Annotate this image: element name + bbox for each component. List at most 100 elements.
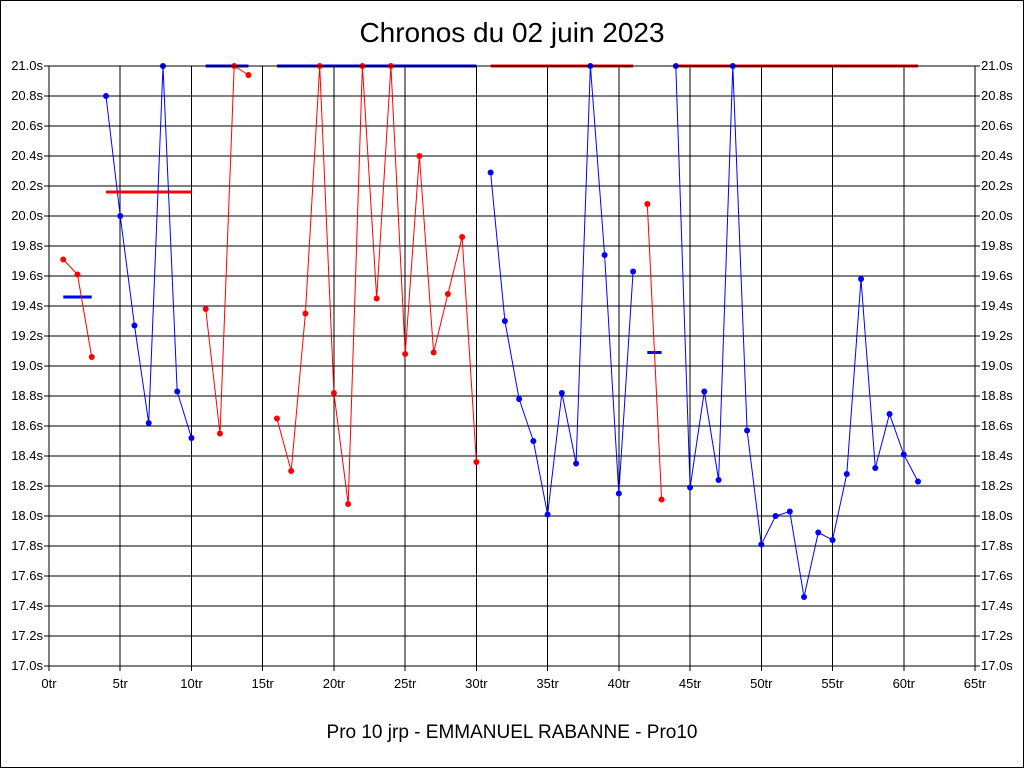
data-point: [772, 513, 779, 519]
y-tick-label-left: 18.2s: [11, 478, 43, 493]
data-point: [701, 388, 708, 395]
series-line: [276, 65, 477, 505]
y-tick-label-left: 19.0s: [11, 358, 43, 373]
y-tick-label-right: 18.0s: [981, 508, 1013, 523]
data-point: [687, 484, 694, 491]
data-point: [302, 310, 309, 317]
data-point: [245, 72, 252, 78]
data-point: [131, 322, 138, 329]
y-tick-label-right: 19.0s: [981, 358, 1013, 373]
x-tick-label: 35tr: [536, 676, 559, 691]
data-point: [88, 354, 95, 360]
y-tick-label-left: 20.2s: [11, 178, 43, 193]
data-point: [815, 529, 822, 536]
x-tick-label: 20tr: [323, 676, 346, 691]
y-tick-label-left: 20.0s: [11, 208, 43, 223]
data-point: [459, 234, 466, 240]
x-tick-label: 60tr: [893, 676, 916, 691]
data-point: [345, 501, 352, 507]
data-point: [900, 451, 907, 458]
y-tick-label-left: 19.6s: [11, 268, 43, 283]
chart-footer: Pro 10 jrp - EMMANUEL RABANNE - Pro10: [326, 722, 698, 743]
y-tick-label-right: 18.6s: [981, 418, 1013, 433]
y-tick-label-right: 17.0s: [981, 658, 1013, 673]
chart-title: Chronos du 02 juin 2023: [359, 17, 665, 48]
y-tick-label-right: 19.4s: [981, 298, 1013, 313]
data-point: [786, 508, 793, 515]
x-tick-label: 30tr: [465, 676, 488, 691]
y-tick-label-left: 21.0s: [11, 58, 43, 73]
y-tick-label-left: 17.8s: [11, 538, 43, 553]
y-tick-label-left: 17.6s: [11, 568, 43, 583]
y-tick-label-right: 20.4s: [981, 148, 1013, 163]
data-point: [60, 256, 67, 263]
data-point: [573, 460, 580, 467]
y-tick-label-left: 17.2s: [11, 628, 43, 643]
y-tick-label-left: 20.6s: [11, 118, 43, 133]
y-tick-label-right: 18.4s: [981, 448, 1013, 463]
data-point: [373, 295, 380, 302]
y-tick-label-right: 17.8s: [981, 538, 1013, 553]
data-point: [202, 306, 209, 312]
x-tick-label: 40tr: [608, 676, 631, 691]
x-tick-label: 50tr: [750, 676, 773, 691]
data-point: [117, 213, 124, 219]
y-tick-label-left: 19.2s: [11, 328, 43, 343]
y-tick-label-left: 18.8s: [11, 388, 43, 403]
data-point: [829, 537, 836, 543]
y-tick-label-right: 18.2s: [981, 478, 1013, 493]
data-point: [715, 477, 722, 483]
data-point: [188, 435, 195, 441]
plot-area-border: [48, 65, 976, 667]
data-point: [758, 541, 765, 548]
y-tick-label-left: 20.4s: [11, 148, 43, 163]
data-point: [558, 390, 565, 396]
y-tick-label-right: 19.8s: [981, 238, 1013, 253]
data-point: [444, 291, 451, 297]
y-tick-label-left: 18.4s: [11, 448, 43, 463]
data-point: [544, 511, 551, 518]
data-point: [915, 478, 922, 485]
data-point: [516, 396, 523, 402]
data-point: [530, 438, 537, 444]
series-line: [646, 203, 663, 500]
data-point: [886, 411, 893, 417]
data-point: [145, 420, 152, 426]
series-line: [675, 65, 919, 598]
data-point: [744, 427, 751, 434]
y-tick-label-right: 17.4s: [981, 598, 1013, 613]
data-point: [174, 388, 181, 395]
x-tick-label: 0tr: [41, 676, 57, 691]
y-tick-label-right: 19.6s: [981, 268, 1013, 283]
y-tick-label-left: 18.6s: [11, 418, 43, 433]
y-tick-label-right: 20.0s: [981, 208, 1013, 223]
x-tick-label: 5tr: [113, 676, 129, 691]
data-point: [658, 496, 665, 503]
x-tick-label: 45tr: [679, 676, 702, 691]
data-point: [216, 430, 223, 437]
data-point: [843, 471, 850, 477]
data-point: [102, 93, 109, 99]
y-tick-label-left: 20.8s: [11, 88, 43, 103]
y-tick-label-left: 19.4s: [11, 298, 43, 313]
data-point: [858, 276, 865, 282]
data-point: [501, 318, 508, 324]
series-line: [105, 65, 192, 439]
y-tick-label-left: 19.8s: [11, 238, 43, 253]
y-tick-label-right: 18.8s: [981, 388, 1013, 403]
y-tick-label-left: 17.0s: [11, 658, 43, 673]
series-line: [490, 65, 634, 515]
data-point: [330, 390, 337, 396]
data-point: [644, 201, 651, 207]
x-tick-label: 25tr: [394, 676, 417, 691]
x-tick-label: 65tr: [964, 676, 987, 691]
data-point: [74, 271, 81, 278]
y-tick-label-left: 17.4s: [11, 598, 43, 613]
y-tick-label-right: 17.2s: [981, 628, 1013, 643]
data-point: [416, 153, 423, 159]
y-tick-label-right: 20.8s: [981, 88, 1013, 103]
y-tick-label-right: 20.2s: [981, 178, 1013, 193]
data-point: [872, 465, 879, 471]
y-tick-label-right: 17.6s: [981, 568, 1013, 583]
series-line: [205, 65, 249, 434]
